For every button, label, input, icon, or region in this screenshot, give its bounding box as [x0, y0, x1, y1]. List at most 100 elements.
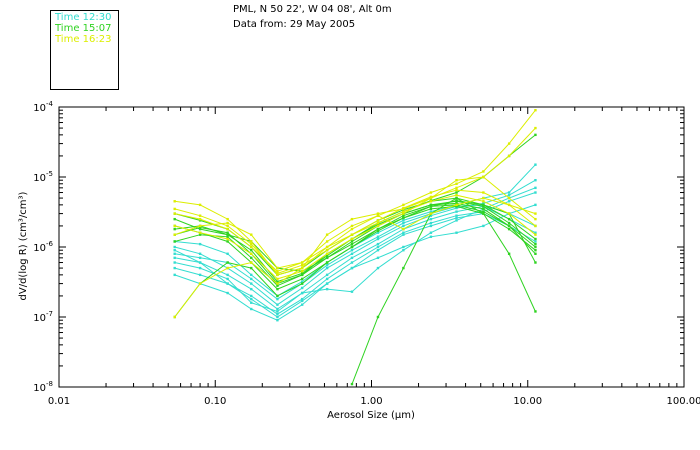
data-point — [482, 196, 485, 200]
data-point — [507, 203, 511, 207]
data-point — [226, 252, 229, 255]
data-point — [250, 256, 253, 260]
data-point — [173, 212, 176, 215]
data-point — [402, 245, 405, 249]
data-point — [507, 142, 511, 145]
data-point — [226, 282, 229, 285]
data-point — [402, 221, 405, 225]
data-point — [376, 266, 380, 270]
data-point — [455, 191, 458, 194]
data-point — [507, 221, 511, 225]
data-point — [482, 203, 485, 207]
data-point — [350, 224, 354, 228]
data-point — [300, 277, 304, 281]
data-point — [455, 193, 458, 197]
data-point — [276, 266, 279, 270]
data-point — [325, 263, 329, 267]
data-point — [173, 256, 176, 260]
x-axis-label: Aerosol Size (μm) — [327, 410, 415, 421]
data-point — [198, 273, 202, 277]
data-point — [482, 202, 485, 205]
data-point — [300, 282, 304, 285]
data-point — [534, 217, 537, 221]
series-2 — [173, 109, 537, 319]
data-point — [198, 233, 202, 236]
date-header: Data from: 29 May 2005 — [233, 19, 356, 30]
data-point — [198, 219, 202, 222]
data-point — [455, 199, 458, 202]
data-point — [173, 273, 176, 277]
data-point — [325, 277, 329, 281]
data-point — [455, 202, 458, 205]
data-point — [402, 210, 405, 213]
data-point — [226, 233, 229, 236]
data-point — [300, 280, 304, 283]
data-point — [276, 315, 279, 319]
data-point — [276, 319, 279, 322]
data-point — [534, 109, 537, 112]
data-point — [325, 266, 329, 270]
data-point — [534, 179, 537, 182]
data-point — [300, 266, 304, 270]
legend: Time 12:30 Time 15:07 Time 16:23 — [50, 10, 119, 90]
data-point — [507, 217, 511, 221]
data-point — [350, 261, 354, 264]
data-point — [534, 163, 537, 166]
data-point — [325, 282, 329, 285]
data-point — [534, 191, 537, 194]
data-point — [350, 290, 354, 293]
y-tick-label: 10-4 — [33, 100, 53, 114]
data-point — [429, 200, 433, 203]
data-point — [276, 303, 279, 306]
data-point — [507, 224, 511, 228]
y-tick-label: 10-8 — [33, 380, 53, 394]
data-point — [455, 214, 458, 217]
data-point — [173, 207, 176, 211]
data-point — [376, 245, 380, 249]
data-point — [376, 223, 380, 226]
data-point — [455, 182, 458, 185]
data-point — [402, 214, 405, 217]
data-point — [350, 240, 354, 243]
data-point — [455, 206, 458, 210]
data-point — [325, 254, 329, 257]
data-point — [376, 231, 380, 234]
y-tick-label: 10-6 — [33, 240, 53, 254]
data-point — [226, 291, 229, 295]
data-point — [455, 216, 458, 220]
data-point — [376, 229, 380, 233]
data-point — [300, 299, 304, 303]
data-point — [198, 224, 202, 228]
data-point — [300, 297, 304, 301]
data-point — [300, 286, 304, 290]
data-point — [250, 287, 253, 291]
data-point — [402, 219, 405, 222]
data-point — [300, 273, 304, 277]
legend-item-1623: Time 16:23 — [55, 34, 112, 45]
data-point — [173, 261, 176, 264]
y-tick-label: 10-7 — [33, 310, 53, 324]
data-point — [276, 280, 279, 283]
data-point — [226, 277, 229, 281]
data-point — [429, 203, 433, 207]
data-point — [482, 224, 485, 228]
x-tick-label: 0.10 — [204, 396, 226, 407]
data-point — [402, 224, 405, 228]
data-point — [198, 214, 202, 217]
data-point — [376, 221, 380, 225]
data-point — [250, 240, 253, 243]
data-point — [250, 294, 253, 298]
x-tick-label: 100.00 — [667, 396, 700, 407]
data-point — [276, 282, 279, 285]
data-point — [376, 315, 380, 319]
data-point — [534, 233, 537, 236]
data-point — [325, 252, 329, 255]
data-point — [507, 193, 511, 197]
data-point — [350, 266, 354, 270]
data-point — [325, 245, 329, 249]
data-point — [507, 196, 511, 200]
data-point — [534, 245, 537, 249]
data-point — [173, 224, 176, 228]
data-point — [402, 231, 405, 234]
